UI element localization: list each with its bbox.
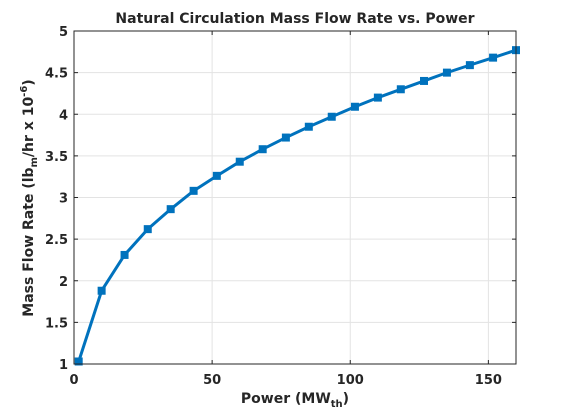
x-tick-label: 150 [475, 373, 502, 388]
y-tick-label: 5 [59, 25, 68, 40]
y-axis-label-part-b: /hr x 10 [21, 97, 37, 158]
data-point-marker [304, 122, 313, 131]
y-axis-label-superscript: -6 [19, 86, 30, 97]
y-tick-label: 2 [59, 275, 68, 290]
data-point-marker [281, 133, 290, 142]
y-axis-label: Mass Flow Rate (lbm/hr x 10-6) [19, 79, 40, 316]
data-point-marker [74, 357, 83, 366]
x-tick-label: 50 [203, 373, 221, 388]
y-tick-label: 2.5 [45, 233, 68, 248]
tick-layer: 0 50 100 150 1 1.5 2 2.5 3 3.5 4 4.5 5 [45, 25, 516, 388]
data-point-marker [442, 68, 451, 77]
data-point-marker [489, 53, 498, 62]
data-point-marker [166, 205, 175, 214]
y-tick-label: 3 [59, 192, 68, 207]
data-point-marker [212, 171, 221, 180]
x-axis-label-subscript: th [331, 399, 343, 410]
y-tick-label: 1 [59, 358, 68, 373]
y-axis-label-subscript: m [29, 157, 40, 167]
y-tick-label: 4 [59, 108, 68, 123]
data-point-marker [143, 225, 152, 234]
data-point-marker [373, 93, 382, 102]
series-layer [74, 46, 520, 366]
y-tick-label: 3.5 [45, 150, 68, 165]
x-tick-label: 0 [69, 373, 78, 388]
data-point-marker [120, 250, 129, 259]
grid-layer [73, 30, 516, 365]
data-point-marker [258, 145, 267, 154]
data-point-marker [97, 286, 106, 295]
y-axis-label-part-c: ) [21, 79, 37, 85]
data-point-marker [189, 186, 198, 195]
y-tick-label: 1.5 [45, 316, 68, 331]
y-tick-label: 4.5 [45, 67, 68, 82]
x-axis-label-end: ) [343, 391, 349, 407]
data-point-marker [235, 157, 244, 166]
data-point-marker [465, 61, 474, 70]
data-point-marker [350, 102, 359, 111]
data-point-marker [396, 85, 405, 94]
x-axis-label-main: Power (MW [241, 391, 331, 407]
data-point-marker [327, 112, 336, 121]
data-point-marker [420, 76, 429, 85]
y-axis-label-part-a: Mass Flow Rate (lb [21, 167, 37, 316]
x-axis-label: Power (MWth) [241, 391, 349, 410]
chart-title: Natural Circulation Mass Flow Rate vs. P… [115, 11, 474, 27]
x-tick-label: 100 [337, 373, 364, 388]
